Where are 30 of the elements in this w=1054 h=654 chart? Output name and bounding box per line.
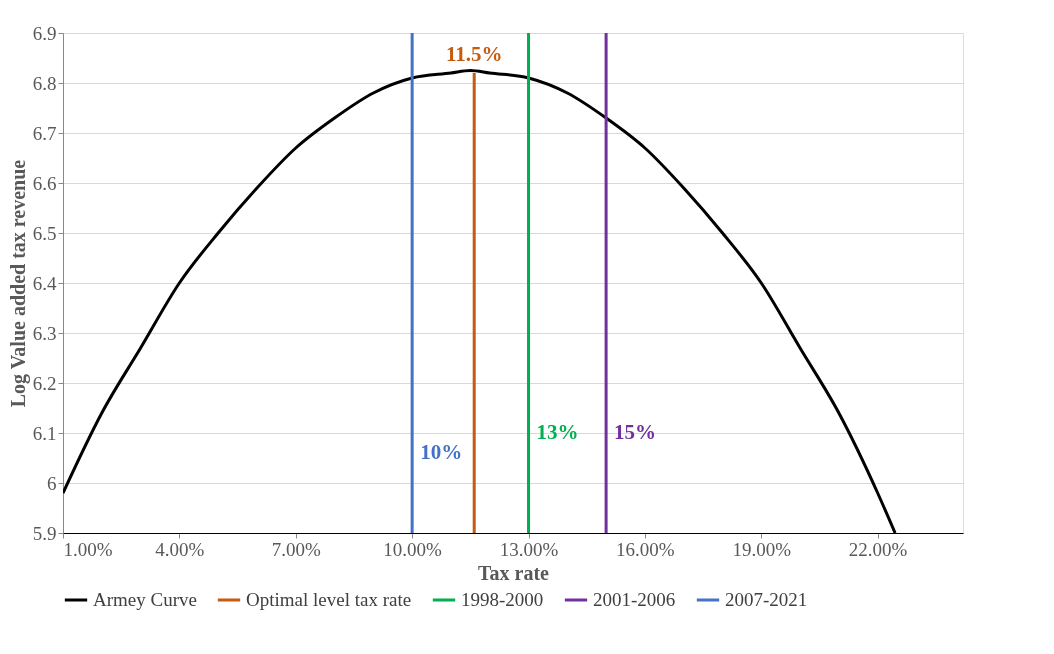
y-tick-label: 6.1 bbox=[32, 422, 57, 444]
y-tick-label: 6.9 bbox=[32, 22, 57, 44]
legend-label: Optimal level tax rate bbox=[246, 589, 412, 610]
annotation: 13% bbox=[536, 420, 579, 444]
annotation: 15% bbox=[614, 420, 657, 444]
legend-label: 2001-2006 bbox=[593, 589, 676, 610]
x-tick-label: 19.00% bbox=[732, 538, 792, 560]
y-tick-label: 6.6 bbox=[32, 172, 57, 194]
legend-label: Armey Curve bbox=[93, 589, 197, 610]
x-tick-label: 22.00% bbox=[848, 538, 908, 560]
y-tick-label: 6.8 bbox=[32, 72, 57, 94]
y-tick-label: 6.7 bbox=[32, 122, 57, 144]
x-tick-label: 1.00% bbox=[63, 538, 113, 560]
annotation: 11.5% bbox=[445, 42, 503, 66]
legend-label: 2007-2021 bbox=[725, 589, 808, 610]
y-axis-title: Log Value added tax revenue bbox=[6, 159, 30, 408]
x-axis-title: Tax rate bbox=[478, 561, 550, 584]
x-tick-label: 13.00% bbox=[499, 538, 559, 560]
y-tick-label: 5.9 bbox=[32, 522, 57, 544]
y-tick-label: 6.3 bbox=[32, 322, 57, 344]
x-tick-label: 4.00% bbox=[155, 538, 205, 560]
y-tick-label: 6.5 bbox=[32, 222, 57, 244]
annotation: 10% bbox=[420, 440, 463, 464]
x-tick-label: 16.00% bbox=[616, 538, 675, 560]
y-tick-label: 6 bbox=[47, 472, 57, 494]
x-tick-label: 10.00% bbox=[383, 538, 443, 560]
x-tick-label: 7.00% bbox=[271, 538, 321, 560]
legend-label: 1998-2000 bbox=[461, 589, 544, 610]
y-tick-label: 6.4 bbox=[32, 272, 57, 294]
y-tick-label: 6.2 bbox=[32, 372, 57, 394]
